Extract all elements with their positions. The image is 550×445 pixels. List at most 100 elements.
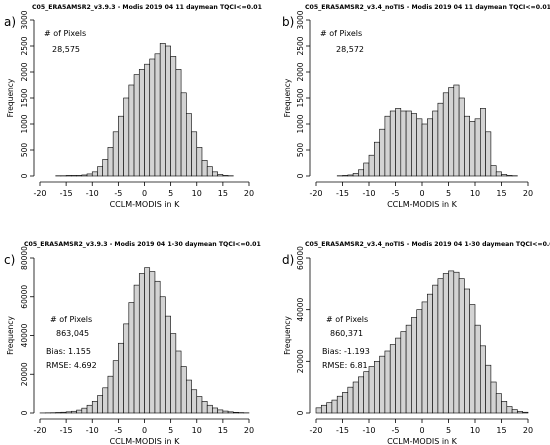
histogram-bar <box>86 173 93 177</box>
panel-label: d) <box>282 253 294 267</box>
histogram-bar <box>469 121 476 177</box>
histogram-bar <box>191 131 198 177</box>
histogram-bar <box>76 175 83 177</box>
histogram-bar <box>453 271 460 414</box>
x-tick-label: -10 <box>86 426 99 435</box>
histogram-bar <box>212 171 218 177</box>
y-tick-label: 2500 <box>20 36 29 55</box>
histogram-bar <box>206 166 213 177</box>
histogram-bar <box>175 69 182 177</box>
histogram-bar <box>138 69 145 177</box>
histogram-bar <box>91 171 98 177</box>
x-tick-label: 0 <box>419 426 424 435</box>
histogram-bar <box>421 123 428 177</box>
x-tick-label: 20 <box>523 189 533 198</box>
x-tick-label: -15 <box>336 426 349 435</box>
histogram-bar <box>154 280 161 414</box>
histogram-bar <box>373 361 380 414</box>
histogram-bar <box>432 284 439 414</box>
histogram-bar <box>81 174 88 177</box>
x-tick-label: 5 <box>446 189 451 198</box>
histogram-bar <box>400 110 407 177</box>
chart-annotation: # of Pixels <box>320 29 362 38</box>
panel-label: a) <box>4 15 16 29</box>
histogram-bar <box>159 43 166 177</box>
chart-annotation: 28,575 <box>52 45 80 54</box>
histogram-bar <box>358 169 364 177</box>
histogram-bar <box>170 333 177 414</box>
histogram-bar <box>191 389 198 414</box>
x-tick-label: -5 <box>392 426 400 435</box>
x-tick-label: -10 <box>86 189 99 198</box>
histogram-bar <box>76 409 83 414</box>
histogram-bar <box>81 407 88 414</box>
histogram-bar <box>144 63 151 177</box>
histogram-bar <box>149 271 156 414</box>
histogram-bar <box>363 162 370 177</box>
chart-annotation: # of Pixels <box>44 29 86 38</box>
y-axis-label: Frequency <box>283 78 292 117</box>
x-tick-label: 0 <box>142 189 147 198</box>
x-tick-label: 0 <box>142 426 147 435</box>
histogram-bar <box>123 97 130 177</box>
histogram-panel: C05_ERA5AMSR2_v3.4_noTIS - Modis 2019 04… <box>282 241 550 445</box>
chart-title: C05_ERA5AMSR2_v3.9.3 - Modis 2019 04 11 … <box>32 4 262 11</box>
histogram-bar <box>405 110 412 177</box>
histogram-bar <box>217 409 224 414</box>
x-tick-label: 0 <box>419 189 424 198</box>
histogram-bar <box>458 97 465 177</box>
histogram-panel: C05_ERA5AMSR2_v3.9.3 - Modis 2019 04 1-3… <box>4 241 261 445</box>
histogram-bar <box>442 273 449 414</box>
histogram-bar <box>379 355 386 414</box>
histogram-panel: C05_ERA5AMSR2_v3.4_noTIS - Modis 2019 04… <box>282 4 550 209</box>
histogram-bar <box>400 331 407 414</box>
x-tick-label: 10 <box>192 189 202 198</box>
histogram-bar <box>97 166 103 177</box>
y-tick-label: 1500 <box>296 88 305 107</box>
y-tick-label: 0 <box>20 173 29 178</box>
histogram-bar <box>352 173 359 177</box>
histogram-bar <box>165 315 171 414</box>
histogram-bar <box>138 273 145 414</box>
y-tick-label: 80000 <box>20 246 29 270</box>
x-tick-label: 5 <box>168 426 173 435</box>
histogram-bar <box>511 409 518 414</box>
histogram-bar <box>485 364 492 414</box>
y-tick-label: 500 <box>296 143 305 158</box>
histogram-bar <box>227 411 234 414</box>
histogram-bar <box>170 56 177 177</box>
chart-annotation: # of Pixels <box>326 315 368 324</box>
histogram-bar <box>123 323 130 414</box>
histogram-bar <box>102 159 109 177</box>
histogram-bar <box>453 84 460 177</box>
x-tick-label: -15 <box>60 426 73 435</box>
histogram-bar <box>479 108 486 177</box>
x-tick-label: 20 <box>244 189 254 198</box>
histogram-bar <box>133 74 140 177</box>
x-axis-label: CCLM-MODIS in K <box>110 200 181 209</box>
histogram-bar <box>91 401 98 414</box>
chart-annotation: Bias: 1.155 <box>46 347 91 356</box>
histogram-bar <box>201 401 208 414</box>
histogram-bar <box>490 381 497 414</box>
histogram-bar <box>490 165 497 177</box>
y-tick-label: 60000 <box>20 285 29 309</box>
histogram-bar <box>144 267 151 414</box>
y-tick-label: 0 <box>296 410 305 415</box>
histogram-bar <box>112 131 119 177</box>
histogram-bar <box>212 407 218 414</box>
histogram-bar <box>222 410 229 414</box>
y-tick-label: 1500 <box>20 88 29 107</box>
y-tick-label: 1000 <box>296 114 305 133</box>
chart-title: C05_ERA5AMSR2_v3.4_noTIS - Modis 2019 04… <box>305 241 550 248</box>
histogram-bar <box>373 141 380 177</box>
histogram-panel: C05_ERA5AMSR2_v3.9.3 - Modis 2019 04 11 … <box>4 4 262 209</box>
histogram-bar <box>186 113 192 177</box>
histogram-bar <box>474 118 481 177</box>
chart-annotation: RMSE: 4.692 <box>46 361 97 370</box>
histogram-bar <box>342 175 349 177</box>
y-axis-label: Frequency <box>6 316 15 355</box>
histogram-bar <box>411 317 417 414</box>
histogram-bar <box>196 147 203 177</box>
histogram-bar <box>458 278 465 414</box>
